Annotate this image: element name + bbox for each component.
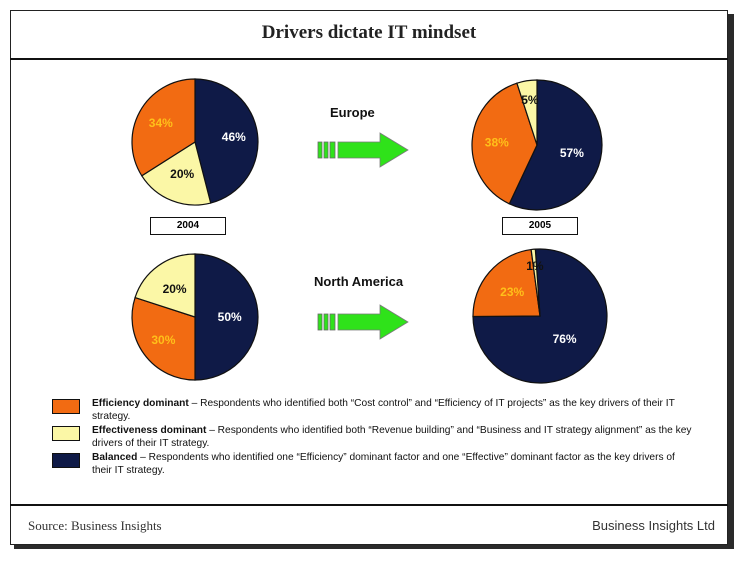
pie-slice-effectiveness-dominant xyxy=(140,141,212,206)
legend-item-balanced: Balanced – Respondents who identified on… xyxy=(52,452,692,477)
legend-swatch-efficiency xyxy=(52,399,80,414)
arrow-head xyxy=(337,132,409,168)
pie-slice-efficiency-dominant xyxy=(131,296,196,381)
pie-slice-balanced xyxy=(194,253,259,381)
arrow-head xyxy=(337,304,409,340)
pie-slice-efficiency-dominant xyxy=(471,82,538,205)
region-label-north-america: North America xyxy=(314,274,404,289)
pie-slice-effectiveness-dominant xyxy=(516,79,538,146)
pie-data-label-balanced: 57% xyxy=(560,146,584,160)
page-title: Drivers dictate IT mindset xyxy=(261,22,477,43)
arrow-tail-block xyxy=(329,313,336,331)
legend-item-effectiveness: Effectiveness dominant – Respondents who… xyxy=(52,425,692,450)
legend-desc-efficiency: – Respondents who identified both “Cost … xyxy=(92,398,675,422)
pie-data-label-effectiveness-dominant: 20% xyxy=(163,282,187,296)
pie-data-label-efficiency-dominant: 34% xyxy=(149,116,173,130)
pie-chart-europe-2004: 46% 20% 34% xyxy=(131,78,259,206)
legend-term-balanced: Balanced xyxy=(92,452,138,463)
pie-chart-north-america-2005: 76% 23%1% xyxy=(472,248,608,384)
year-box-2004: 2004 xyxy=(150,217,226,235)
legend-term-efficiency: Efficiency dominant xyxy=(92,398,189,409)
legend-desc-balanced: – Respondents who identified one “Effici… xyxy=(92,452,675,476)
pie-data-label-efficiency-dominant: 30% xyxy=(151,333,175,347)
legend: Efficiency dominant – Respondents who id… xyxy=(52,398,692,479)
pie-slice-effectiveness-dominant xyxy=(134,253,196,318)
frame-shadow-bottom xyxy=(14,543,734,549)
legend-term-effectiveness: Effectiveness dominant xyxy=(92,425,207,436)
pie-slice-balanced xyxy=(472,248,608,384)
arrow-tail-block xyxy=(317,313,323,331)
trend-arrow-north-america xyxy=(317,304,409,340)
title-divider xyxy=(10,58,728,60)
pie-data-label-effectiveness-dominant: 20% xyxy=(170,167,194,181)
legend-swatch-balanced xyxy=(52,453,80,468)
pie-slice-balanced xyxy=(508,79,603,211)
arrow-tail-block xyxy=(329,141,336,159)
region-label-europe: Europe xyxy=(330,105,375,120)
pie-data-label-effectiveness-dominant: 1% xyxy=(526,259,544,273)
arrow-tail-block xyxy=(317,141,323,159)
pie-data-label-balanced: 46% xyxy=(222,130,246,144)
pie-data-label-balanced: 50% xyxy=(218,310,242,324)
brand-label: Business Insights Ltd xyxy=(592,518,715,533)
pie-slice-efficiency-dominant xyxy=(131,78,196,177)
legend-swatch-effectiveness xyxy=(52,426,80,441)
pie-chart-europe-2005: 57% 38% 5% xyxy=(471,79,603,211)
source-note: Source: Business Insights xyxy=(28,518,162,533)
pie-data-label-efficiency-dominant: 38% xyxy=(485,136,509,150)
pie-data-label-efficiency-dominant: 23% xyxy=(500,285,524,299)
pie-slice-efficiency-dominant xyxy=(472,248,541,318)
pie-slice-effectiveness-dominant xyxy=(530,248,541,317)
slide-frame xyxy=(10,10,728,545)
pie-chart-north-america-2004: 50% 30% 20% xyxy=(131,253,259,381)
trend-arrow-europe xyxy=(317,132,409,168)
pie-data-label-balanced: 76% xyxy=(553,332,577,346)
frame-shadow-right xyxy=(728,14,734,547)
legend-item-efficiency: Efficiency dominant – Respondents who id… xyxy=(52,398,692,423)
arrow-tail-block xyxy=(323,141,329,159)
pie-slice-balanced xyxy=(194,78,259,204)
footer-divider xyxy=(10,504,728,506)
pie-data-label-effectiveness-dominant: 5% xyxy=(521,93,539,107)
year-box-2005: 2005 xyxy=(502,217,578,235)
arrow-tail-block xyxy=(323,313,329,331)
legend-desc-effectiveness: – Respondents who identified both “Reven… xyxy=(92,425,692,449)
